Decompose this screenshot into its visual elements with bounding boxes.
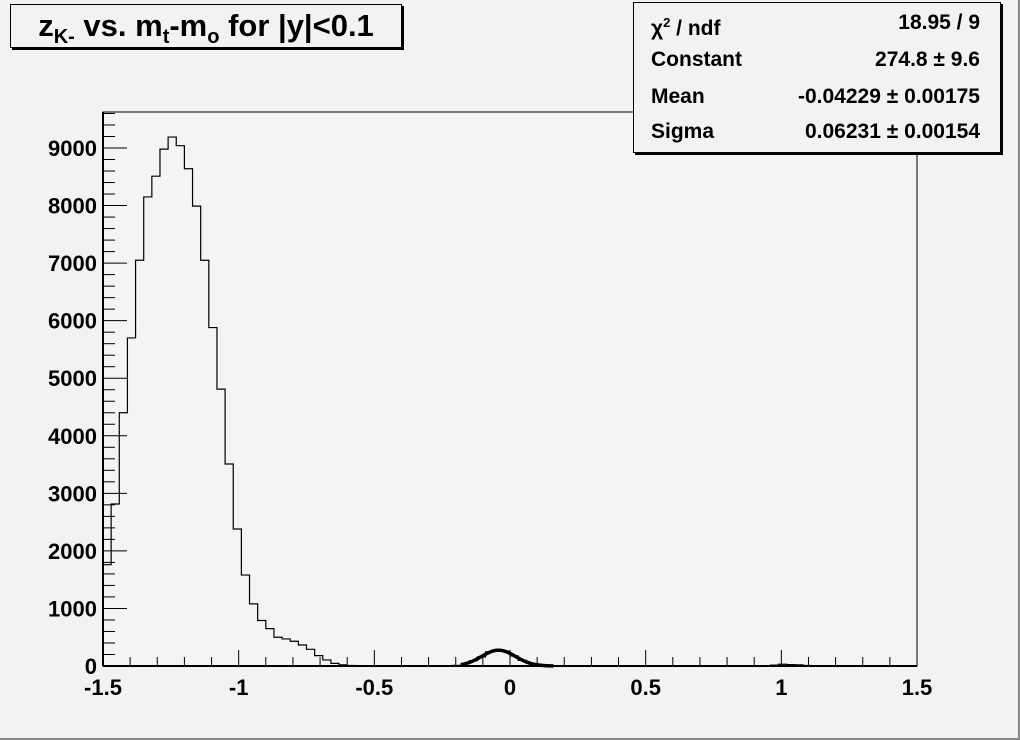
y-tick-label: 9000 [48, 136, 97, 161]
stats-key: χ2 / ndf [651, 6, 720, 46]
y-tick-label: 2000 [48, 539, 97, 564]
y-tick-label: 0 [85, 654, 97, 679]
y-tick-label: 3000 [48, 481, 97, 506]
stats-value: -0.04229 ± 0.00175 [797, 85, 980, 108]
stats-key: Sigma [651, 120, 715, 143]
stats-key: Mean [651, 85, 705, 108]
stats-key: Constant [651, 48, 742, 71]
title-sub-o: o [207, 26, 220, 48]
y-tick-label: 7000 [48, 251, 97, 276]
x-tick-label: -0.5 [355, 675, 393, 700]
stats-row-sigma: Sigma 0.06231 ± 0.00154 [651, 115, 980, 149]
y-tick-label: 8000 [48, 194, 97, 219]
chart-title: zK- vs. mt-mo for |y|<0.1 [10, 4, 402, 48]
stats-value: 0.06231 ± 0.00154 [804, 120, 980, 143]
stats-row-chi2: χ2 / ndf 18.95 / 9 [651, 6, 980, 40]
chi-symbol: χ [651, 17, 664, 40]
stats-row-mean: Mean -0.04229 ± 0.00175 [651, 80, 980, 114]
title-mid: vs. m [74, 8, 163, 43]
y-tick-label: 5000 [48, 366, 97, 391]
x-tick-label: -1 [229, 675, 249, 700]
stats-value: 274.8 ± 9.6 [875, 48, 980, 71]
stats-value: 18.95 / 9 [898, 11, 980, 34]
title-z: z [38, 8, 54, 43]
chi-sup: 2 [663, 15, 671, 30]
stats-row-constant: Constant 274.8 ± 9.6 [651, 43, 980, 77]
title-rest: for |y|<0.1 [219, 8, 374, 43]
y-tick-label: 4000 [48, 424, 97, 449]
gaussian-fit-curve [460, 648, 554, 668]
plot-frame [102, 111, 918, 667]
fit-stats-box: χ2 / ndf 18.95 / 9 Constant 274.8 ± 9.6 … [633, 2, 1001, 153]
y-tick-label: 6000 [48, 309, 97, 334]
ndf-label: / ndf [670, 17, 721, 40]
title-sub-t: t [162, 26, 170, 48]
title-sub-k: K- [53, 26, 75, 48]
x-tick-label: 0.5 [630, 675, 661, 700]
y-tick-label: 1000 [48, 596, 97, 621]
x-tick-label: 1.5 [902, 675, 933, 700]
x-tick-label: 0 [504, 675, 516, 700]
x-tick-label: -1.5 [84, 675, 122, 700]
title-dash: -m [169, 8, 208, 43]
x-tick-label: 1 [775, 675, 787, 700]
